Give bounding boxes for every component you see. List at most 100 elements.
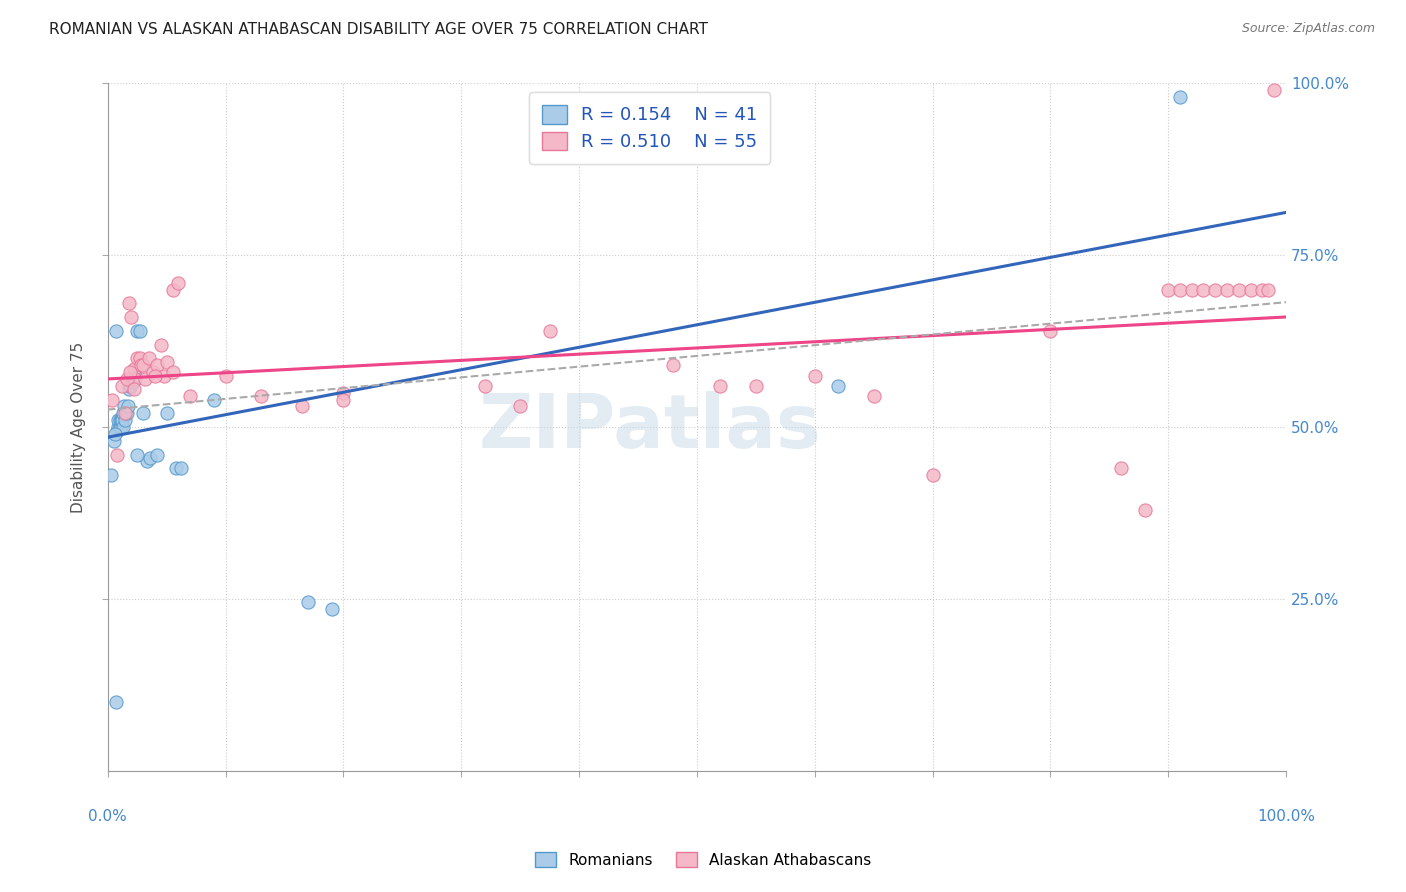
Point — [127, 448, 149, 462]
Point — [111, 413, 134, 427]
Point — [1204, 283, 1226, 297]
Point — [141, 365, 163, 379]
Point — [114, 413, 136, 427]
Point — [1216, 283, 1239, 297]
Point — [132, 358, 155, 372]
Point — [170, 461, 193, 475]
Point — [118, 296, 141, 310]
Point — [111, 409, 134, 424]
Point — [110, 420, 132, 434]
Point — [297, 595, 319, 609]
Point — [120, 379, 142, 393]
Text: ZIPatlas: ZIPatlas — [478, 391, 821, 464]
Point — [146, 448, 169, 462]
Point — [803, 368, 825, 383]
Point — [122, 382, 145, 396]
Text: Source: ZipAtlas.com: Source: ZipAtlas.com — [1241, 22, 1375, 36]
Point — [202, 392, 225, 407]
Point — [110, 413, 132, 427]
Point — [1181, 283, 1204, 297]
Point — [162, 283, 184, 297]
Point — [127, 351, 149, 366]
Point — [121, 376, 143, 390]
Point — [112, 420, 135, 434]
Point — [115, 406, 138, 420]
Point — [112, 406, 135, 420]
Point — [117, 400, 139, 414]
Point — [153, 368, 176, 383]
Point — [1251, 283, 1274, 297]
Point — [112, 400, 135, 414]
Point — [139, 450, 162, 465]
Point — [321, 602, 343, 616]
Point — [146, 358, 169, 372]
Point — [179, 389, 201, 403]
Point — [135, 454, 157, 468]
Point — [921, 468, 943, 483]
Point — [124, 368, 146, 383]
Point — [101, 392, 124, 407]
Text: 100.0%: 100.0% — [1257, 808, 1315, 823]
Point — [862, 389, 884, 403]
Point — [128, 324, 150, 338]
Point — [114, 406, 136, 420]
Point — [104, 426, 127, 441]
Point — [214, 368, 236, 383]
Point — [1109, 461, 1132, 475]
Point — [1133, 502, 1156, 516]
Point — [111, 379, 134, 393]
Point — [105, 695, 128, 709]
Point — [156, 355, 179, 369]
Point — [107, 420, 129, 434]
Point — [291, 400, 314, 414]
Legend: Romanians, Alaskan Athabascans: Romanians, Alaskan Athabascans — [527, 844, 879, 875]
Point — [165, 461, 187, 475]
Text: ROMANIAN VS ALASKAN ATHABASCAN DISABILITY AGE OVER 75 CORRELATION CHART: ROMANIAN VS ALASKAN ATHABASCAN DISABILIT… — [49, 22, 709, 37]
Point — [1239, 283, 1261, 297]
Point — [120, 372, 142, 386]
Point — [138, 351, 160, 366]
Y-axis label: Disability Age Over 75: Disability Age Over 75 — [72, 342, 86, 513]
Point — [1257, 283, 1279, 297]
Point — [132, 406, 155, 420]
Point — [100, 468, 122, 483]
Point — [1227, 283, 1250, 297]
Text: 0.0%: 0.0% — [89, 808, 127, 823]
Point — [107, 413, 129, 427]
Point — [332, 385, 354, 400]
Point — [474, 379, 496, 393]
Point — [1168, 90, 1191, 104]
Point — [709, 379, 731, 393]
Point — [1039, 324, 1062, 338]
Point — [127, 324, 149, 338]
Point — [143, 368, 166, 383]
Point — [124, 372, 146, 386]
Point — [149, 337, 172, 351]
Point — [129, 358, 152, 372]
Point — [1168, 283, 1191, 297]
Point — [122, 372, 145, 386]
Point — [1192, 283, 1215, 297]
Point — [156, 406, 179, 420]
Point — [105, 324, 128, 338]
Legend: R = 0.154    N = 41, R = 0.510    N = 55: R = 0.154 N = 41, R = 0.510 N = 55 — [529, 93, 770, 163]
Point — [118, 382, 141, 396]
Point — [120, 310, 142, 325]
Point — [103, 434, 125, 448]
Point — [662, 358, 685, 372]
Point — [134, 372, 156, 386]
Point — [122, 361, 145, 376]
Point — [108, 420, 131, 434]
Point — [105, 424, 128, 438]
Point — [745, 379, 768, 393]
Point — [108, 413, 131, 427]
Point — [162, 365, 184, 379]
Point — [105, 448, 128, 462]
Point — [1157, 283, 1180, 297]
Point — [509, 400, 531, 414]
Point — [128, 351, 150, 366]
Point — [250, 389, 273, 403]
Point — [827, 379, 849, 393]
Point — [115, 372, 138, 386]
Point — [120, 365, 142, 379]
